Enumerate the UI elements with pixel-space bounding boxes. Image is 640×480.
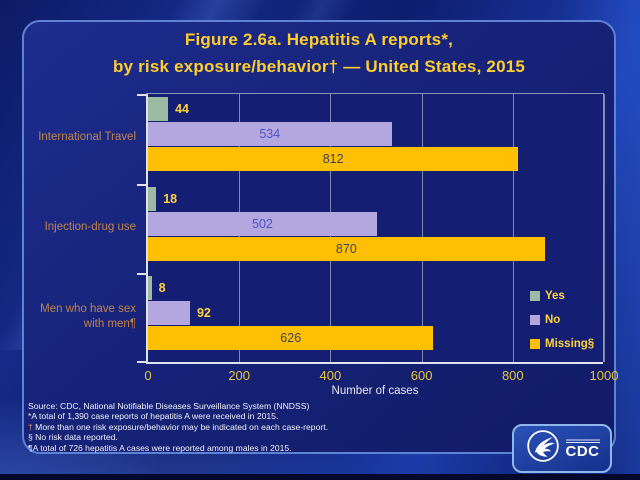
bar-value-label: 626 bbox=[280, 331, 302, 346]
x-axis-label: Number of cases bbox=[331, 385, 419, 397]
legend-label: No bbox=[545, 314, 561, 326]
bar bbox=[148, 301, 190, 326]
legend-swatch bbox=[530, 315, 540, 325]
plot-area: 44 18 8 534 502 92 812 870 626 Yes No Missing§ bbox=[137, 93, 605, 364]
bar-value-label: 534 bbox=[259, 127, 281, 141]
category-label: Injection-drug use bbox=[44, 220, 136, 233]
footnote: ¶A total of 726 hepatitis A cases were r… bbox=[28, 442, 292, 453]
bar-value-label: 92 bbox=[196, 306, 211, 321]
legend-label: Yes bbox=[545, 290, 565, 302]
x-axis-line bbox=[146, 362, 603, 364]
bottom-edge-strip bbox=[0, 474, 640, 480]
gridline bbox=[512, 94, 514, 362]
bar bbox=[148, 97, 169, 121]
x-tick-label: 800 bbox=[501, 368, 524, 383]
bar bbox=[148, 211, 377, 236]
legend-item: No bbox=[530, 308, 594, 332]
cdc-microtext-lines bbox=[565, 438, 600, 443]
cdc-logo-text: CDC bbox=[565, 442, 600, 460]
bar bbox=[148, 147, 519, 171]
bar-value-label: 812 bbox=[322, 152, 344, 166]
legend: Yes No Missing§ bbox=[530, 284, 594, 356]
bar bbox=[148, 276, 152, 301]
category-label: International Travel bbox=[38, 131, 136, 144]
chart-title: Figure 2.6a. Hepatitis A reports*, by ri… bbox=[22, 26, 616, 80]
bar bbox=[148, 186, 157, 211]
bar-value-label: 870 bbox=[335, 241, 357, 256]
legend-swatch bbox=[530, 291, 540, 301]
legend-label: Missing§ bbox=[545, 338, 595, 350]
cdc-wordmark: CDC bbox=[565, 438, 600, 460]
footnotes: Source: CDC, National Notifiable Disease… bbox=[28, 401, 428, 453]
category-tick bbox=[137, 184, 146, 186]
cdc-hhs-logo: CDC bbox=[512, 424, 612, 473]
category-tick bbox=[137, 273, 146, 275]
bar-value-label: 18 bbox=[163, 191, 178, 206]
bar bbox=[148, 236, 545, 261]
chart-title-line1: Figure 2.6a. Hepatitis A reports*, bbox=[184, 30, 454, 49]
bar-value-label: 44 bbox=[175, 102, 189, 116]
x-tick-label: 400 bbox=[319, 368, 342, 383]
category-tick bbox=[137, 361, 146, 363]
legend-item: Yes bbox=[530, 284, 594, 308]
footnote: § No risk data reported. bbox=[28, 432, 118, 443]
x-tick-label: 600 bbox=[410, 368, 433, 383]
footnote: Source: CDC, National Notifiable Disease… bbox=[28, 401, 310, 411]
category-tick bbox=[137, 94, 146, 96]
bar-value-label: 8 bbox=[158, 281, 166, 296]
bar bbox=[148, 326, 434, 351]
footnote: *A total of 1,390 case reports of hepati… bbox=[28, 411, 279, 422]
chart-title-line2: by risk exposure/behavior† — United Stat… bbox=[112, 57, 526, 76]
hhs-eagle-icon bbox=[525, 428, 561, 469]
legend-swatch bbox=[530, 339, 540, 349]
legend-item: Missing§ bbox=[530, 332, 594, 356]
y-axis-line bbox=[146, 94, 148, 362]
footnote: † More than one risk exposure/behavior m… bbox=[28, 421, 328, 432]
x-tick-label: 1000 bbox=[589, 368, 619, 383]
gridline bbox=[421, 94, 423, 362]
category-label: Men who have sex with men¶ bbox=[40, 303, 136, 331]
x-tick-label: 0 bbox=[144, 368, 152, 383]
gridline bbox=[604, 94, 605, 362]
bar bbox=[148, 122, 392, 146]
bar-value-label: 502 bbox=[252, 216, 273, 231]
x-tick-label: 200 bbox=[228, 368, 251, 383]
